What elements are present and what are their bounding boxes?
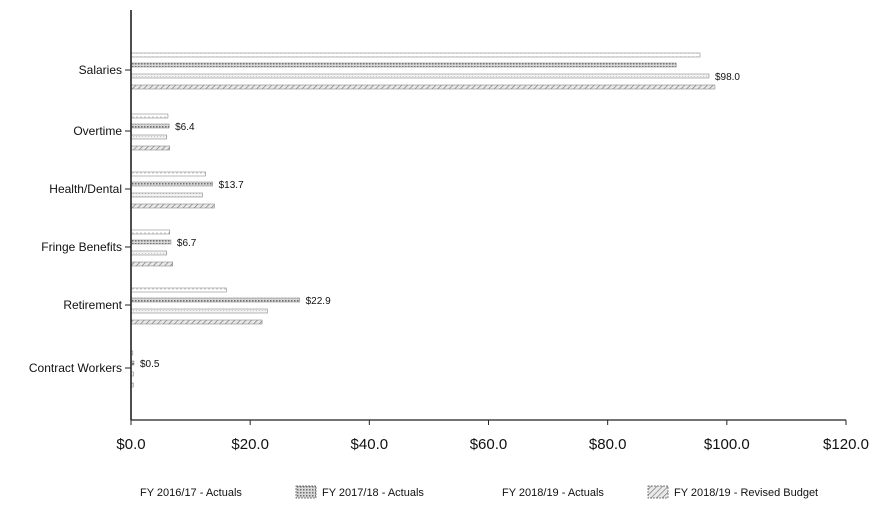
category-label: Overtime bbox=[73, 124, 122, 138]
x-tick-label: $80.0 bbox=[589, 436, 627, 453]
labels-layer: Salaries Overtime Health/Dental Fringe Bene… bbox=[29, 63, 741, 375]
data-label: $6.7 bbox=[177, 238, 197, 249]
bar-series-3-retirement bbox=[130, 319, 263, 325]
data-label: $6.4 bbox=[175, 122, 195, 133]
bar-series-2-salaries bbox=[130, 73, 710, 79]
bar-series-0-overtime bbox=[130, 113, 169, 119]
data-label: $22.9 bbox=[306, 296, 331, 307]
x-tick-label: $20.0 bbox=[231, 436, 269, 453]
bar-series-3-health-dental bbox=[130, 203, 215, 209]
bar-series-2-fringe-benefits bbox=[130, 250, 168, 256]
x-tick-label: $60.0 bbox=[470, 436, 508, 453]
category-label: Retirement bbox=[63, 298, 122, 312]
bar-series-1-fringe-benefits bbox=[130, 239, 172, 245]
legend-label: FY 2017/18 - Actuals bbox=[322, 487, 424, 499]
legend-label: FY 2016/17 - Actuals bbox=[140, 487, 242, 499]
bar-series-1-retirement bbox=[130, 297, 300, 303]
legend-label: FY 2018/19 - Revised Budget bbox=[674, 487, 818, 499]
category-label: Health/Dental bbox=[49, 182, 122, 196]
x-tick-label: $120.0 bbox=[823, 436, 869, 453]
x-tick-label: $0.0 bbox=[116, 436, 145, 453]
data-label: $98.0 bbox=[715, 72, 740, 83]
x-tick-label: $40.0 bbox=[351, 436, 389, 453]
bar-series-1-overtime bbox=[130, 123, 170, 129]
bar-series-3-fringe-benefits bbox=[130, 261, 174, 267]
legend: FY 2016/17 - Actuals FY 2017/18 - Actuals… bbox=[140, 485, 818, 499]
bar-series-0-health-dental bbox=[130, 171, 206, 177]
bar-series-0-fringe-benefits bbox=[130, 229, 171, 235]
category-label: Salaries bbox=[79, 63, 122, 77]
category-label: Fringe Benefits bbox=[41, 240, 122, 254]
bar-series-2-retirement bbox=[130, 308, 268, 314]
category-label: Contract Workers bbox=[29, 361, 122, 375]
bar-series-3-overtime bbox=[130, 145, 171, 151]
data-label: $13.7 bbox=[219, 180, 244, 191]
bar-series-3-salaries bbox=[130, 84, 716, 90]
data-label: $0.5 bbox=[140, 359, 160, 370]
legend-label: FY 2018/19 - Actuals bbox=[502, 487, 604, 499]
legend-swatch bbox=[295, 485, 317, 499]
bar-series-0-salaries bbox=[130, 52, 701, 58]
bar-series-1-health-dental bbox=[130, 181, 213, 187]
bar-series-2-overtime bbox=[130, 134, 168, 140]
x-tick-label: $100.0 bbox=[704, 436, 750, 453]
bar-series-2-health-dental bbox=[130, 192, 203, 198]
axis-layer: $0.0 $20.0 $40.0 $60.0 $80.0 $100.0 $120.0 bbox=[116, 10, 869, 453]
bars-layer bbox=[130, 52, 716, 388]
bar-series-1-salaries bbox=[130, 62, 677, 68]
bar-series-0-retirement bbox=[130, 287, 227, 293]
legend-swatch bbox=[647, 485, 669, 499]
